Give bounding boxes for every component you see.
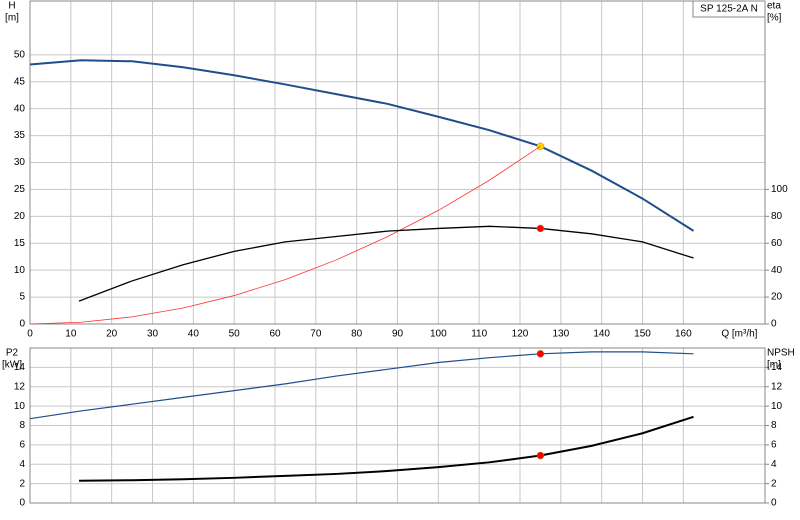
x-tick-label: 20 [106, 329, 118, 340]
y2-tick-label: 6 [771, 440, 777, 451]
operating-point [536, 350, 545, 358]
curve [29, 146, 541, 325]
x-tick-label: 50 [229, 329, 241, 340]
y-tick-label: 4 [19, 459, 25, 470]
y-tick-label: 15 [14, 238, 26, 249]
x-tick-label: 40 [188, 329, 200, 340]
y-axis-unit: [kW] [2, 360, 22, 371]
y2-axis-label: NPSH [767, 348, 795, 359]
y-tick-label: 35 [14, 130, 26, 141]
x-tick-label: 60 [269, 329, 281, 340]
y-tick-label: 40 [14, 103, 26, 114]
y2-axis-label: eta [767, 1, 781, 12]
y2-tick-label: 12 [771, 381, 783, 392]
operating-point [536, 451, 545, 460]
curve [78, 415, 694, 482]
y2-tick-label: 14 [771, 362, 783, 373]
y-tick-label: 50 [14, 49, 26, 60]
operating-point [536, 224, 545, 233]
x-tick-label: 100 [430, 329, 447, 340]
y2-tick-label: 2 [771, 478, 777, 489]
y2-tick-label: 20 [771, 292, 783, 303]
y2-axis-unit: [%] [767, 13, 782, 24]
y-tick-label: 5 [19, 292, 25, 303]
x-tick-label: 0 [27, 329, 33, 340]
y-tick-label: 25 [14, 184, 26, 195]
title-box [692, 0, 766, 18]
chart-title: SP 125-2A N [700, 4, 758, 15]
x-tick-label: 130 [552, 329, 569, 340]
curve [78, 225, 694, 302]
x-tick-label: 10 [65, 329, 77, 340]
y-axis-label: P2 [6, 348, 19, 359]
y2-tick-label: 10 [771, 401, 783, 412]
y2-tick-label: 40 [771, 265, 783, 276]
x-tick-label: 120 [512, 329, 529, 340]
y-tick-label: 45 [14, 76, 26, 87]
x-tick-label: 160 [675, 329, 692, 340]
plot-frame [29, 347, 766, 504]
y2-tick-label: 0 [771, 319, 777, 330]
curve [29, 351, 694, 420]
y2-axis-unit: [m] [767, 360, 781, 371]
x-axis-label: Q [m³/h] [721, 329, 757, 340]
y2-tick-label: 4 [771, 459, 777, 470]
x-tick-label: 150 [634, 329, 651, 340]
y-tick-label: 12 [14, 381, 26, 392]
x-tick-label: 140 [593, 329, 610, 340]
y-tick-label: 0 [19, 319, 25, 330]
plot-frame [29, 0, 766, 325]
y2-tick-label: 0 [771, 498, 777, 509]
y-tick-label: 10 [14, 401, 26, 412]
y2-tick-label: 60 [771, 238, 783, 249]
y2-tick-label: 80 [771, 211, 783, 222]
y2-tick-label: 8 [771, 420, 777, 431]
y2-tick-label: 100 [771, 184, 788, 195]
x-tick-label: 30 [147, 329, 159, 340]
y-tick-label: 20 [14, 211, 26, 222]
y-tick-label: 6 [19, 440, 25, 451]
y-tick-label: 30 [14, 157, 26, 168]
x-tick-label: 90 [392, 329, 404, 340]
y-tick-label: 2 [19, 478, 25, 489]
y-tick-label: 14 [14, 362, 26, 373]
y-axis-label: H [8, 1, 15, 12]
y-tick-label: 10 [14, 265, 26, 276]
y-tick-label: 8 [19, 420, 25, 431]
x-tick-label: 80 [351, 329, 363, 340]
y-tick-label: 0 [19, 498, 25, 509]
curve [29, 59, 695, 232]
y-axis-unit: [m] [5, 13, 19, 24]
x-tick-label: 110 [471, 329, 487, 340]
x-tick-label: 70 [310, 329, 322, 340]
